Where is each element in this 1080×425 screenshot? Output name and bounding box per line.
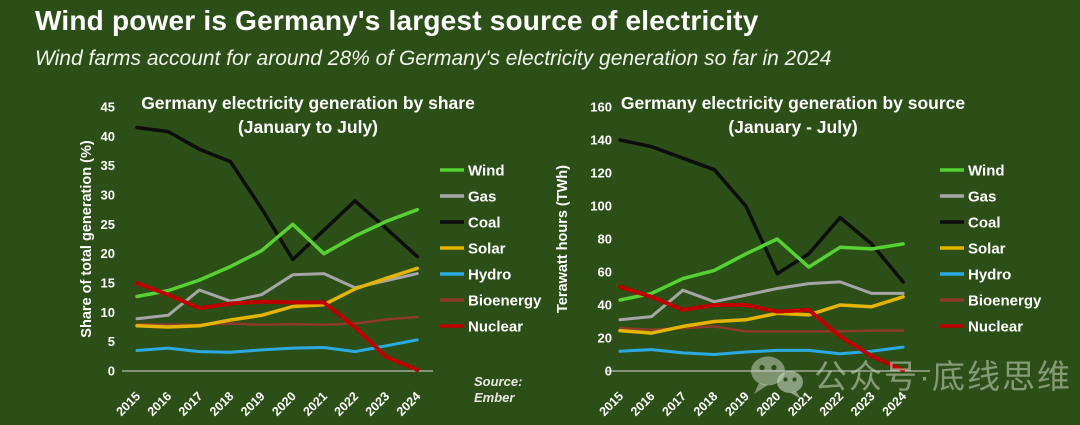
legend-label-bioenergy: Bioenergy [968,293,1042,310]
x-tick-label: 2019 [238,389,268,419]
source-note: Source: Ember [474,374,522,406]
chart-title: Germany electricity generation by share [141,93,475,113]
x-tick-label: 2015 [597,389,627,419]
chart-subtitle: (January to July) [238,117,378,137]
page-subtitle: Wind farms account for around 28% of Ger… [35,47,832,70]
y-tick-label: 140 [590,133,612,148]
x-tick-label: 2023 [363,389,393,419]
y-tick-label: 120 [590,166,612,181]
y-tick-label: 20 [101,246,115,261]
series-line-nuclear [135,281,420,372]
legend-label-gas: Gas [968,189,996,206]
x-tick-label: 2017 [176,389,206,419]
legend-label-hydro: Hydro [468,267,511,284]
legend-label-nuclear: Nuclear [468,319,523,336]
y-tick-label: 160 [590,100,612,115]
x-tick-label: 2016 [628,389,658,419]
series-line-solar [618,295,905,335]
series-line-wind [618,237,905,302]
chart-title: Germany electricity generation by source [621,93,966,113]
legend-label-solar: Solar [468,241,506,258]
y-tick-label: 40 [598,298,612,313]
series-line-hydro [618,345,905,356]
y-tick-label: 45 [101,100,115,115]
x-tick-label: 2019 [722,389,752,419]
x-tick-label: 2018 [207,389,237,419]
series-line-bioenergy [135,315,419,326]
source-label: Source: [474,374,523,389]
x-tick-label: 2022 [332,389,362,419]
x-tick-label: 2020 [754,389,784,419]
chart-subtitle: (January - July) [728,117,857,137]
y-tick-label: 15 [101,276,115,291]
y-tick-label: 25 [101,217,115,232]
x-tick-label: 2021 [785,389,815,419]
legend-label-wind: Wind [468,163,505,180]
series-line-hydro [135,338,419,354]
series-line-nuclear [618,284,906,373]
legend-label-hydro: Hydro [968,267,1011,284]
x-tick-label: 2022 [817,389,847,419]
x-tick-label: 2015 [114,389,144,419]
series-line-wind [135,207,420,299]
x-tick-label: 2016 [145,389,175,419]
x-tick-label: 2021 [300,389,330,419]
y-tick-label: 100 [590,199,612,214]
source-value: Ember [474,390,515,405]
y-tick-label: 5 [108,334,115,349]
legend-label-coal: Coal [468,215,501,232]
y-tick-label: 35 [101,158,115,173]
y-tick-label: 10 [101,305,115,320]
chart-generation-by-share: Germany electricity generation by share (… [80,93,542,419]
series-line-solar [135,266,420,329]
legend-label-coal: Coal [968,215,1001,232]
legend-label-wind: Wind [968,163,1005,180]
page-title: Wind power is Germany's largest source o… [35,5,759,36]
y-tick-label: 30 [101,188,115,203]
chart-generation-by-source: Germany electricity generation by source… [555,93,1042,419]
y-tick-label: 0 [108,364,115,379]
x-tick-label: 2020 [269,389,299,419]
series-line-coal [618,138,905,284]
y-tick-label: 60 [598,265,612,280]
y-tick-label: 40 [101,129,115,144]
legend-label-bioenergy: Bioenergy [468,293,542,310]
y-tick-label: 80 [598,232,612,247]
y-axis-label: Share of total generation (%) [80,140,95,338]
legend-label-gas: Gas [468,189,496,206]
x-tick-label: 2024 [394,389,424,419]
series-line-coal [135,125,420,262]
x-tick-label: 2018 [691,389,721,419]
legend-label-nuclear: Nuclear [968,319,1023,336]
y-axis-label: Terawatt hours (TWh) [555,165,571,313]
x-tick-label: 2017 [659,389,689,419]
y-tick-label: 20 [598,331,612,346]
x-tick-label: 2023 [848,389,878,419]
x-tick-label: 2024 [880,389,910,419]
legend-label-solar: Solar [968,241,1006,258]
